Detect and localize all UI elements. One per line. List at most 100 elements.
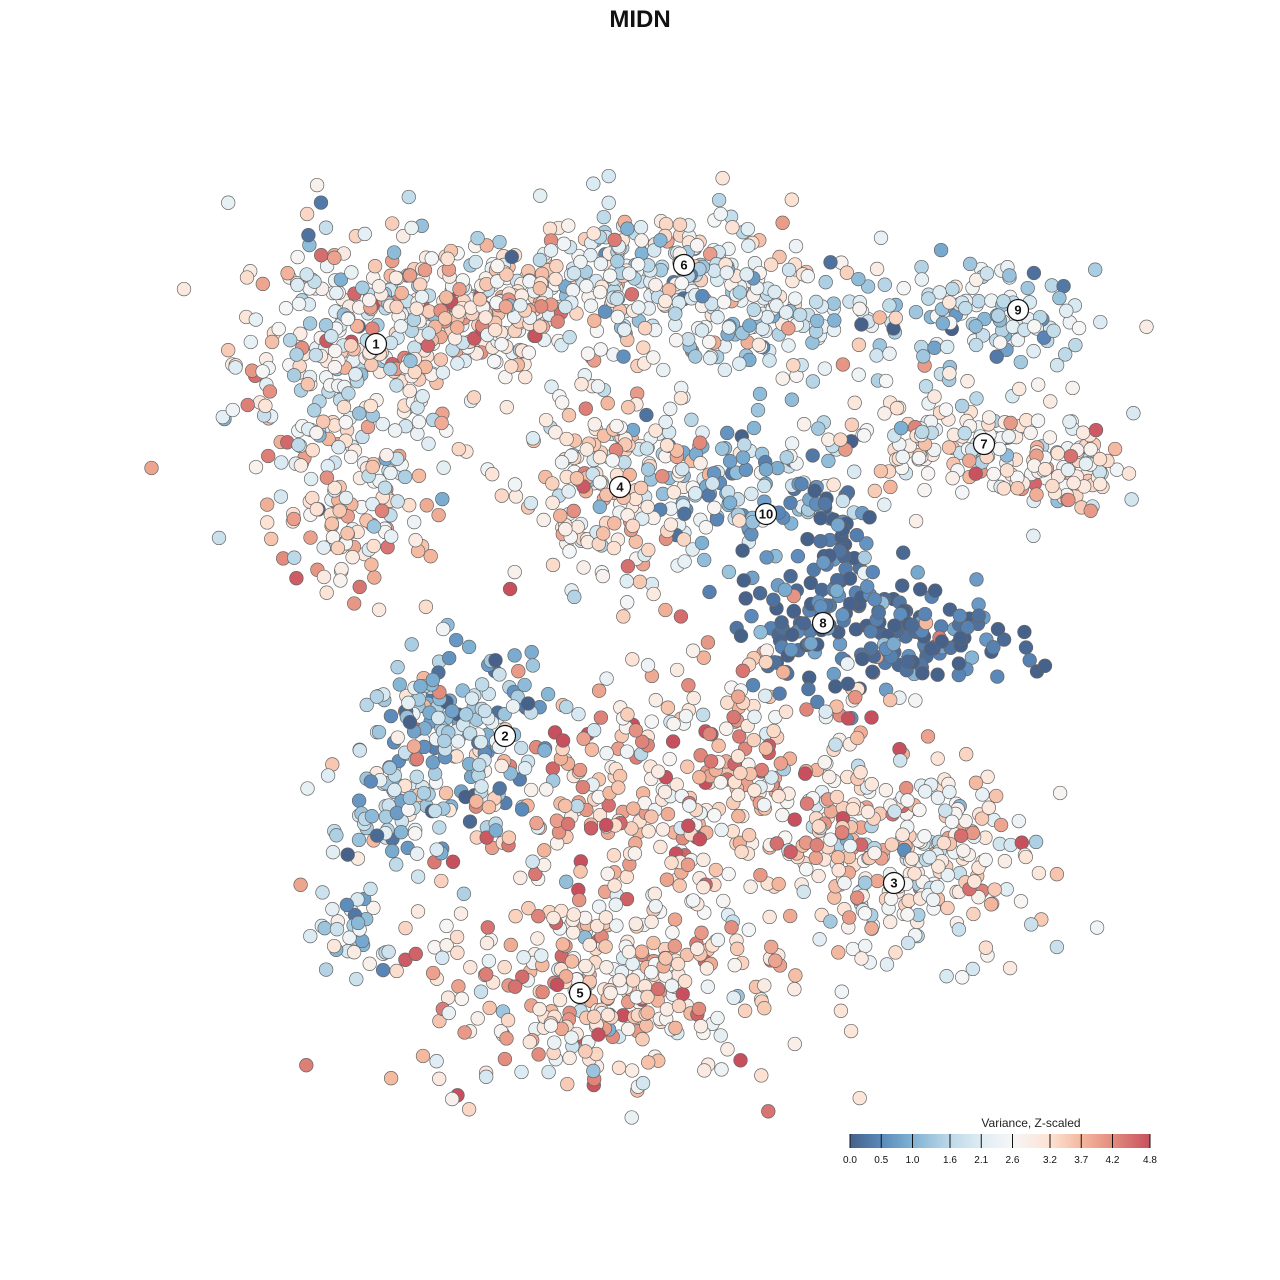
data-point [910,565,925,580]
data-point [456,886,472,901]
data-point [933,242,949,258]
data-point [787,982,802,997]
data-point [1018,849,1033,865]
data-point [940,900,955,916]
data-point [461,1102,477,1117]
data-point [665,734,681,749]
data-point [806,562,821,577]
data-point [516,950,531,965]
data-point [896,545,911,560]
data-point [847,395,862,410]
data-point [835,357,851,372]
data-point [685,643,701,658]
data-point [992,335,1008,350]
data-point [962,256,978,272]
data-point [221,343,236,358]
cluster-label-7: 7 [972,432,996,456]
data-point [648,899,663,914]
data-point [659,1002,675,1017]
data-point [351,793,367,808]
data-point [344,265,359,280]
data-point [437,311,453,326]
data-point [560,816,576,832]
data-point [870,873,885,889]
data-point [940,339,955,355]
data-point [607,516,622,531]
data-point [240,397,255,413]
data-point [823,914,838,929]
data-point [808,294,824,310]
data-point [521,901,536,916]
data-point [505,699,521,714]
data-point [639,407,654,423]
data-point [653,233,668,248]
data-point [451,441,466,457]
data-point [779,305,794,320]
data-point [340,526,355,541]
data-point [401,189,416,205]
data-point [468,254,483,270]
data-point [733,628,749,643]
data-point [562,1050,577,1066]
data-point [593,710,609,725]
data-point [713,775,728,790]
data-point [731,689,746,704]
data-point [635,734,650,749]
data-point [725,220,740,235]
data-point [397,469,413,485]
data-point [719,265,734,280]
data-point [340,847,355,862]
data-point [850,890,865,905]
data-point [387,423,403,438]
data-point [895,578,910,593]
data-point [858,938,873,954]
data-point [1010,332,1025,348]
data-point [612,973,627,988]
data-point [703,350,718,366]
data-point [829,583,844,598]
data-point [1017,624,1032,640]
data-point [781,262,797,278]
data-point [531,909,546,924]
data-point [329,922,345,937]
data-point [514,1064,529,1080]
cluster-label-badge [754,502,778,526]
data-point [859,536,874,551]
data-point [432,820,447,835]
data-point [283,333,298,348]
data-point [607,232,622,248]
data-point [856,428,872,443]
data-point [631,300,646,315]
data-point [641,542,656,558]
data-point [434,873,449,889]
data-point [720,425,735,441]
data-point [621,1021,636,1037]
data-point [817,755,832,770]
data-point [945,471,960,486]
data-point [541,1064,556,1080]
data-point [777,582,793,597]
data-point [893,420,909,436]
data-point [535,984,550,1000]
data-point [1018,640,1034,655]
data-point [738,591,753,606]
data-point [915,666,930,681]
data-point [641,462,656,477]
data-point [1002,268,1017,283]
data-point [833,1003,849,1018]
data-point [828,737,843,752]
data-point [751,337,767,352]
data-point [492,667,507,682]
data-point [379,447,394,463]
data-point [811,868,826,884]
data-point [450,320,465,335]
data-point [784,627,800,642]
data-point [559,699,574,715]
data-point [423,549,438,564]
data-point [1058,347,1073,362]
data-point [980,769,995,784]
data-point [561,218,576,233]
data-point [591,1027,606,1042]
data-point [813,511,828,526]
data-point [809,313,825,329]
